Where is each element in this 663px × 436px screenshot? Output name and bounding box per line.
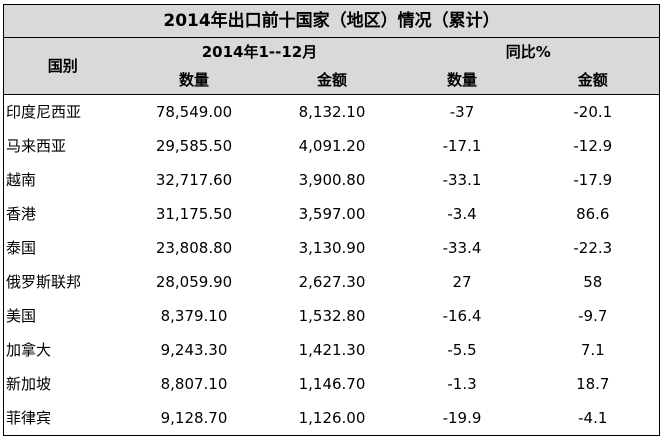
cell-country: 泰国 bbox=[3, 231, 122, 265]
table-row: 马来西亚 29,585.50 4,091.20 -17.1 -12.9 bbox=[3, 129, 661, 163]
header-country: 国别 bbox=[3, 37, 122, 95]
table-row: 泰国 23,808.80 3,130.90 -33.4 -22.3 bbox=[3, 231, 661, 265]
cell-quantity: 32,717.60 bbox=[155, 170, 233, 189]
table-row: 俄罗斯联邦 28,059.90 2,627.30 27 58 bbox=[3, 265, 661, 299]
cell-yoy-amount: -12.9 bbox=[526, 129, 661, 163]
cell-amount: 4,091.20 bbox=[298, 136, 366, 155]
header-amount: 金额 bbox=[266, 66, 398, 95]
cell-amount: 8,132.10 bbox=[298, 102, 366, 121]
header-yoy: 同比% bbox=[397, 37, 661, 66]
cell-amount: 2,627.30 bbox=[298, 272, 366, 291]
cell-yoy-amount: -22.3 bbox=[526, 231, 661, 265]
table-row: 新加坡 8,807.10 1,146.70 -1.3 18.7 bbox=[3, 367, 661, 401]
export-table: 2014年出口前十国家（地区）情况（累计） 国别 2014年1--12月 同比%… bbox=[2, 4, 661, 436]
cell-country: 加拿大 bbox=[3, 333, 122, 367]
cell-country: 俄罗斯联邦 bbox=[3, 265, 122, 299]
cell-quantity: 8,379.10 bbox=[160, 306, 228, 325]
cell-yoy-quantity: -16.4 bbox=[442, 306, 482, 325]
cell-yoy-amount: 18.7 bbox=[526, 367, 661, 401]
cell-yoy-quantity: -19.9 bbox=[397, 401, 527, 436]
cell-quantity: 31,175.50 bbox=[155, 204, 233, 223]
export-table-container: 2014年出口前十国家（地区）情况（累计） 国别 2014年1--12月 同比%… bbox=[2, 4, 661, 436]
cell-amount: 3,130.90 bbox=[298, 238, 366, 257]
cell-yoy-amount: -4.1 bbox=[526, 401, 661, 436]
cell-country: 菲律宾 bbox=[3, 401, 122, 436]
cell-amount: 3,900.80 bbox=[298, 170, 366, 189]
cell-quantity: 28,059.90 bbox=[155, 272, 233, 291]
cell-quantity: 9,243.30 bbox=[160, 340, 228, 359]
cell-amount: 1,146.70 bbox=[298, 374, 366, 393]
table-row: 香港 31,175.50 3,597.00 -3.4 86.6 bbox=[3, 197, 661, 231]
cell-amount: 1,126.00 bbox=[266, 401, 398, 436]
cell-yoy-quantity: -37 bbox=[449, 102, 475, 121]
table-row: 加拿大 9,243.30 1,421.30 -5.5 7.1 bbox=[3, 333, 661, 367]
cell-quantity: 23,808.80 bbox=[155, 238, 233, 257]
cell-yoy-amount: -9.7 bbox=[526, 299, 661, 333]
cell-yoy-quantity: -1.3 bbox=[447, 374, 477, 393]
cell-yoy-amount: 7.1 bbox=[526, 333, 661, 367]
cell-yoy-amount: -20.1 bbox=[526, 94, 661, 129]
cell-country: 新加坡 bbox=[3, 367, 122, 401]
cell-country: 马来西亚 bbox=[3, 129, 122, 163]
header-period: 2014年1--12月 bbox=[121, 37, 398, 66]
cell-amount: 1,532.80 bbox=[298, 306, 366, 325]
cell-yoy-quantity: -33.1 bbox=[442, 170, 482, 189]
cell-country: 印度尼西亚 bbox=[3, 94, 122, 129]
cell-yoy-amount: 86.6 bbox=[526, 197, 661, 231]
cell-yoy-quantity: 27 bbox=[452, 272, 472, 291]
cell-amount: 1,421.30 bbox=[298, 340, 366, 359]
header-quantity: 数量 bbox=[121, 66, 267, 95]
cell-country: 美国 bbox=[3, 299, 122, 333]
cell-yoy-quantity: -33.4 bbox=[442, 238, 482, 257]
cell-amount: 3,597.00 bbox=[298, 204, 366, 223]
cell-yoy-quantity: -17.1 bbox=[442, 136, 482, 155]
header-yoy-quantity: 数量 bbox=[397, 66, 527, 95]
table-title: 2014年出口前十国家（地区）情况（累计） bbox=[2, 4, 661, 38]
cell-yoy-quantity: -5.5 bbox=[447, 340, 477, 359]
cell-country: 香港 bbox=[3, 197, 122, 231]
table-row: 美国 8,379.10 1,532.80 -16.4 -9.7 bbox=[3, 299, 661, 333]
cell-yoy-amount: 58 bbox=[526, 265, 661, 299]
cell-country: 越南 bbox=[3, 163, 122, 197]
table-row: 印度尼西亚 78,549.00 8,132.10 -37 -20.1 bbox=[3, 94, 661, 129]
cell-quantity: 8,807.10 bbox=[160, 374, 228, 393]
cell-quantity: 78,549.00 bbox=[155, 102, 233, 121]
cell-quantity: 9,128.70 bbox=[121, 401, 267, 436]
cell-quantity: 29,585.50 bbox=[155, 136, 233, 155]
table-row: 越南 32,717.60 3,900.80 -33.1 -17.9 bbox=[3, 163, 661, 197]
cell-yoy-quantity: -3.4 bbox=[447, 204, 477, 223]
table-row: 菲律宾 9,128.70 1,126.00 -19.9 -4.1 bbox=[3, 401, 661, 436]
cell-yoy-amount: -17.9 bbox=[526, 163, 661, 197]
header-yoy-amount: 金额 bbox=[526, 66, 661, 95]
